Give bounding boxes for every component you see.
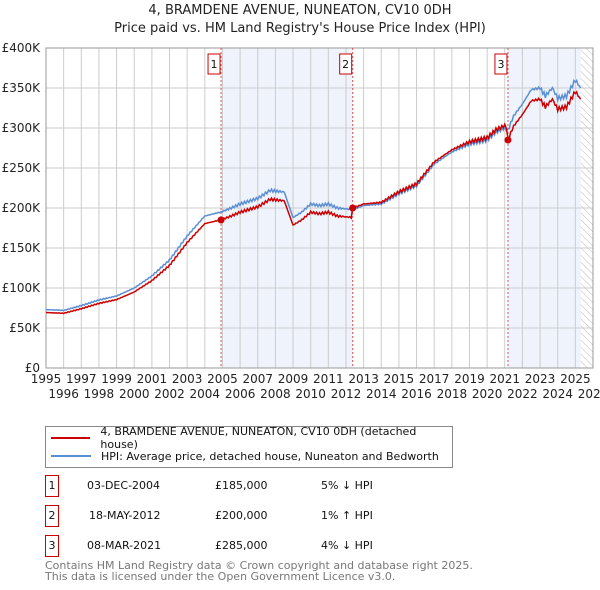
x-tick-label: 2021 (490, 372, 521, 386)
sale-point (504, 136, 512, 144)
x-tick-label: 2004 (190, 387, 221, 401)
x-tick-label: 2025 (560, 372, 591, 386)
sale-hpi: 4% ↓ HPI (321, 539, 373, 552)
chart-title: 4, BRAMDENE AVENUE, NUNEATON, CV10 0DH (148, 3, 452, 18)
x-tick-label: 2000 (119, 387, 150, 401)
sale-marker-label: 3 (497, 58, 504, 71)
sale-point (349, 204, 357, 212)
x-tick-label: 1999 (101, 372, 132, 386)
x-tick-label: 2017 (419, 372, 450, 386)
x-tick-label: 2010 (295, 387, 326, 401)
x-tick-label: 2016 (401, 387, 432, 401)
x-tick-label: 2026 (578, 387, 600, 401)
legend-label-property: 4, BRAMDENE AVENUE, NUNEATON, CV10 0DH (… (100, 425, 417, 451)
x-tick-label: 2008 (260, 387, 291, 401)
sale-date: 18-MAY-2012 (89, 509, 161, 522)
x-tick-label: 2020 (472, 387, 503, 401)
x-tick-label: 2012 (331, 387, 362, 401)
y-tick-label: £250K (2, 161, 42, 175)
y-tick-label: £350K (2, 81, 42, 95)
sale-marker-box (207, 53, 221, 75)
sale-hpi: 1% ↑ HPI (321, 509, 373, 522)
sale-marker-label: 1 (211, 58, 218, 71)
x-tick-label: 1997 (66, 372, 97, 386)
property-price-line (45, 90, 582, 315)
legend: 4, BRAMDENE AVENUE, NUNEATON, CV10 0DH (… (45, 425, 453, 468)
sale-marker-box (494, 53, 508, 75)
x-tick-label: 2001 (137, 372, 168, 386)
sale-badge: 3 (45, 535, 59, 557)
sale-hpi: 5% ↓ HPI (321, 479, 373, 492)
legend-swatch-hpi (51, 455, 91, 457)
x-tick-label: 2015 (384, 372, 415, 386)
y-tick-label: £400K (2, 41, 42, 55)
sale-row-1: 1 03-DEC-2004 £185,000 5% ↓ HPI (45, 475, 445, 497)
sale-date: 08-MAR-2021 (87, 539, 162, 552)
x-tick-label: 2009 (278, 372, 309, 386)
plot-frame (45, 47, 594, 369)
legend-swatch-property (51, 437, 91, 439)
x-tick-label: 2002 (154, 387, 185, 401)
chart-subtitle: Price paid vs. HM Land Registry's House … (114, 21, 486, 36)
x-tick-label: 2007 (242, 372, 273, 386)
y-tick-label: £0 (25, 361, 40, 375)
footer-line-2: This data is licensed under the Open Gov… (45, 570, 396, 583)
y-tick-label: £50K (9, 321, 41, 335)
y-tick-label: £100K (2, 281, 42, 295)
sale-date: 03-DEC-2004 (87, 479, 161, 492)
x-tick-label: 1996 (48, 387, 79, 401)
y-tick-label: £200K (2, 201, 42, 215)
sale-marker-label: 2 (342, 58, 349, 71)
x-tick-label: 2005 (207, 372, 238, 386)
x-tick-label: 2006 (225, 387, 256, 401)
sale-row-2: 2 18-MAY-2012 £200,000 1% ↑ HPI (45, 505, 445, 527)
sale-price: £285,000 (215, 539, 268, 552)
footer-line-1: Contains HM Land Registry data © Crown c… (45, 559, 473, 572)
sale-badge: 1 (45, 475, 59, 497)
x-tick-label: 2011 (313, 372, 344, 386)
hpi-line (45, 78, 582, 312)
sale-point (217, 216, 225, 224)
sale-badge: 2 (45, 505, 59, 527)
x-tick-label: 2022 (507, 387, 538, 401)
x-tick-label: 2024 (542, 387, 573, 401)
y-tick-label: £300K (2, 121, 42, 135)
x-tick-label: 2019 (454, 372, 485, 386)
x-tick-label: 1995 (31, 372, 62, 386)
sale-marker-box (339, 53, 353, 75)
x-tick-label: 2003 (172, 372, 203, 386)
sale-row-3: 3 08-MAR-2021 £285,000 4% ↓ HPI (45, 535, 445, 557)
plot-area: 1995199619971998199920002001200220032004… (2, 41, 600, 401)
legend-label-hpi: HPI: Average price, detached house, Nune… (101, 449, 439, 463)
x-tick-label: 2013 (348, 372, 379, 386)
sale-price: £185,000 (215, 479, 268, 492)
sale-price: £200,000 (215, 509, 268, 522)
x-tick-label: 2014 (366, 387, 397, 401)
footer: Contains HM Land Registry data © Crown c… (45, 560, 473, 582)
x-tick-label: 2023 (525, 372, 556, 386)
x-tick-label: 1998 (84, 387, 115, 401)
x-tick-label: 2018 (437, 387, 468, 401)
y-tick-label: £150K (2, 241, 42, 255)
